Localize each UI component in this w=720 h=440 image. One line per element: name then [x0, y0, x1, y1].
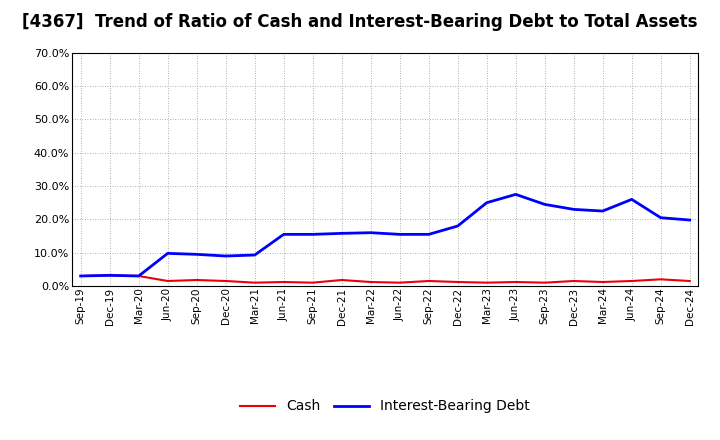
Cash — [192, 277, 201, 282]
Interest-Bearing Debt — [221, 253, 230, 259]
Cash — [135, 273, 143, 279]
Cash — [482, 280, 491, 285]
Cash — [105, 273, 114, 278]
Interest-Bearing Debt — [511, 192, 520, 197]
Cash — [541, 280, 549, 285]
Cash — [163, 279, 172, 284]
Interest-Bearing Debt — [685, 217, 694, 223]
Interest-Bearing Debt — [135, 273, 143, 279]
Interest-Bearing Debt — [541, 202, 549, 207]
Cash — [570, 279, 578, 284]
Cash — [338, 277, 346, 282]
Interest-Bearing Debt — [482, 200, 491, 205]
Text: [4367]  Trend of Ratio of Cash and Interest-Bearing Debt to Total Assets: [4367] Trend of Ratio of Cash and Intere… — [22, 13, 698, 31]
Interest-Bearing Debt — [424, 232, 433, 237]
Interest-Bearing Debt — [105, 273, 114, 278]
Interest-Bearing Debt — [308, 232, 317, 237]
Interest-Bearing Debt — [279, 232, 288, 237]
Cash — [424, 279, 433, 284]
Interest-Bearing Debt — [76, 273, 85, 279]
Cash — [511, 279, 520, 285]
Cash — [598, 279, 607, 285]
Interest-Bearing Debt — [570, 207, 578, 212]
Interest-Bearing Debt — [598, 209, 607, 214]
Cash — [657, 277, 665, 282]
Interest-Bearing Debt — [366, 230, 375, 235]
Cash — [251, 280, 259, 285]
Cash — [279, 279, 288, 285]
Interest-Bearing Debt — [657, 215, 665, 220]
Interest-Bearing Debt — [627, 197, 636, 202]
Line: Interest-Bearing Debt: Interest-Bearing Debt — [81, 194, 690, 276]
Interest-Bearing Debt — [395, 232, 404, 237]
Interest-Bearing Debt — [192, 252, 201, 257]
Cash — [76, 273, 85, 279]
Interest-Bearing Debt — [454, 224, 462, 229]
Cash — [685, 279, 694, 284]
Interest-Bearing Debt — [163, 251, 172, 256]
Line: Cash: Cash — [81, 275, 690, 282]
Cash — [395, 280, 404, 285]
Interest-Bearing Debt — [251, 253, 259, 258]
Cash — [221, 279, 230, 284]
Cash — [366, 279, 375, 285]
Cash — [308, 280, 317, 285]
Cash — [627, 279, 636, 284]
Legend: Cash, Interest-Bearing Debt: Cash, Interest-Bearing Debt — [235, 394, 536, 419]
Cash — [454, 279, 462, 285]
Interest-Bearing Debt — [338, 231, 346, 236]
